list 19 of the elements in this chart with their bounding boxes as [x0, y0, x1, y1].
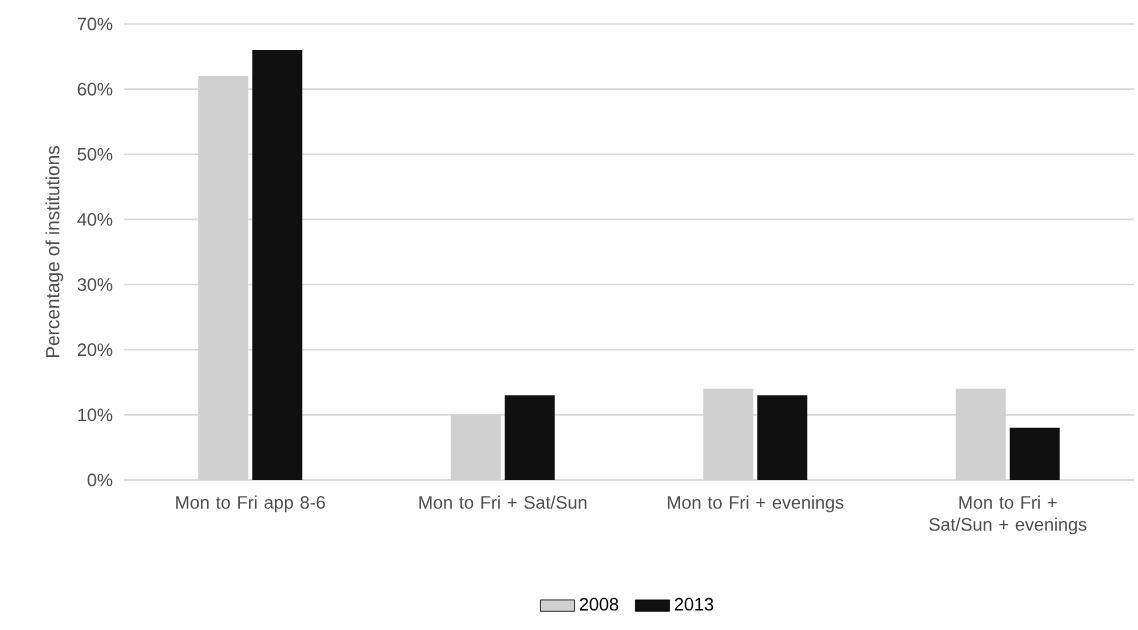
y-tick-label: 0% — [87, 473, 113, 487]
bar — [504, 395, 555, 480]
y-tick-label: 60% — [77, 82, 113, 96]
y-axis-title: Percentage of institutions — [45, 146, 64, 358]
x-tick-label: Mon to Fri + Sat/Sun + evenings — [929, 495, 1087, 535]
bar — [1009, 427, 1060, 480]
bar — [757, 395, 808, 480]
y-tick-label: 10% — [78, 408, 113, 422]
legend-label: 2008 — [579, 597, 619, 611]
legend-label: 2013 — [674, 597, 714, 611]
y-tick-label: 20% — [77, 343, 113, 357]
x-tick-label: Mon to Fri + Sat/Sun — [419, 495, 587, 509]
y-tick-label: 70% — [77, 17, 113, 31]
y-tick-label: 50% — [77, 147, 113, 161]
bar — [252, 50, 303, 480]
x-tick-label: Mon to Fri + evenings — [667, 495, 844, 513]
x-tick-label: Mon to Fri app 8-6 — [176, 495, 325, 513]
y-tick-label: 30% — [77, 278, 113, 291]
y-tick-label: 40% — [77, 213, 113, 226]
